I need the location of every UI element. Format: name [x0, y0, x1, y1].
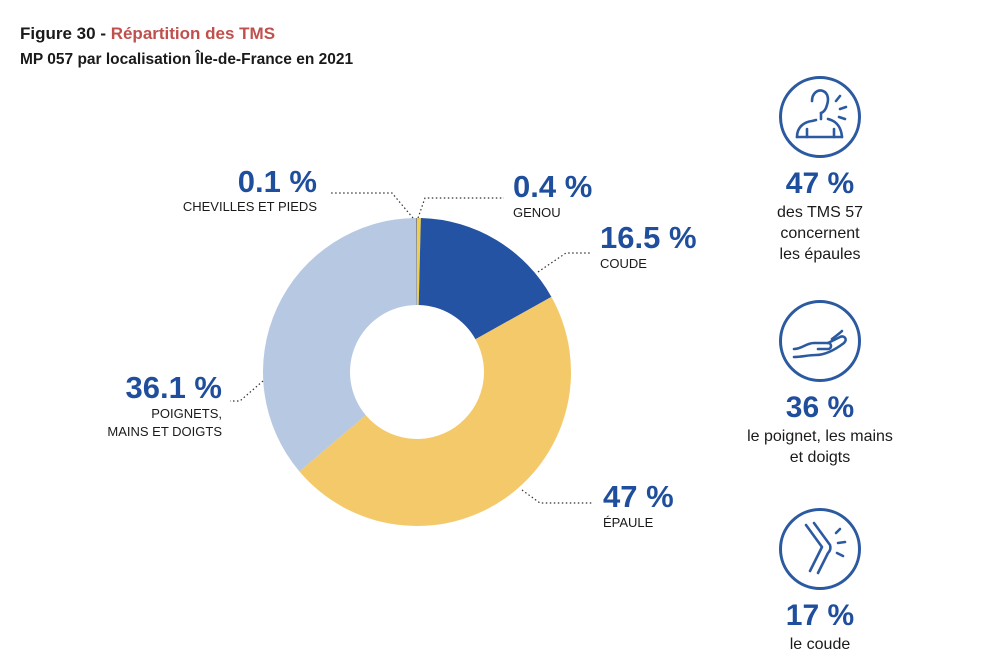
donut-chart: 0.4 %GENOU 16.5 %COUDE 47 %ÉPAULE 36.1 %POI…: [107, 164, 697, 530]
stat-hand-desc: le poignet, les mains et doigts: [740, 426, 900, 468]
stat-hand-value: 36 %: [785, 391, 855, 424]
slice-poignets: [263, 218, 417, 472]
slice-chevilles: [416, 218, 417, 306]
figure-subtitle: MP 057 par localisation Île-de-France en…: [20, 51, 354, 68]
shoulder-pain-icon: [795, 89, 848, 139]
pct-label-epaule: 47 %: [603, 479, 674, 514]
stat-elbow-desc: le coude: [740, 634, 900, 655]
category-label-epaule: ÉPAULE: [603, 515, 654, 530]
leader-line-chevilles: [330, 192, 414, 219]
stat-shoulder: 47 % des TMS 57 concernent les épaules: [740, 76, 900, 265]
stat-elbow: 17 % le coude: [740, 508, 900, 655]
stat-hand: 36 % le poignet, les mains et doigts: [740, 300, 900, 468]
category-label-poignets: MAINS ET DOIGTS: [107, 424, 222, 439]
elbow-icon-circle: [779, 508, 861, 590]
figure-title: Figure 30 - Répartition des TMS: [20, 24, 275, 44]
pct-label-chevilles: 0.1 %: [238, 164, 317, 199]
hand-icon-circle: [779, 300, 861, 382]
stat-elbow-desc-line: le coude: [789, 636, 851, 653]
shoulder-icon-circle: [779, 76, 861, 158]
category-label-coude: COUDE: [600, 256, 647, 271]
elbow-pain-icon: [804, 521, 847, 575]
stat-elbow-value: 17 %: [785, 599, 855, 632]
stat-shoulder-desc: des TMS 57 concernent les épaules: [740, 202, 900, 265]
leader-line-poignets: [230, 380, 264, 402]
leader-line-epaule: [521, 489, 592, 504]
figure-name: Répartition des TMS: [110, 24, 276, 43]
stat-shoulder-desc-line: les épaules: [779, 246, 861, 263]
stat-shoulder-desc-line: des TMS 57: [777, 204, 863, 221]
category-label-chevilles: CHEVILLES ET PIEDS: [183, 199, 317, 214]
stat-hand-desc-line: et doigts: [789, 449, 851, 466]
open-hand-icon: [792, 329, 847, 359]
category-label-poignets: POIGNETS,: [151, 406, 222, 421]
stat-hand-desc-line: le poignet, les mains: [747, 428, 893, 445]
leader-line-genou: [417, 197, 504, 219]
category-label-genou: GENOU: [513, 205, 561, 220]
slice-epaule: [299, 296, 572, 527]
pct-label-genou: 0.4 %: [513, 169, 592, 204]
figure-number: Figure 30: [20, 24, 96, 43]
pct-label-poignets: 36.1 %: [125, 370, 222, 405]
pct-label-coude: 16.5 %: [600, 220, 697, 255]
stat-shoulder-value: 47 %: [785, 167, 855, 200]
leader-line-coude: [537, 252, 592, 273]
title-separator: -: [95, 24, 111, 43]
slice-genou: [417, 218, 421, 306]
stat-shoulder-desc-line: concernent: [780, 225, 860, 242]
slice-coude: [418, 218, 552, 340]
